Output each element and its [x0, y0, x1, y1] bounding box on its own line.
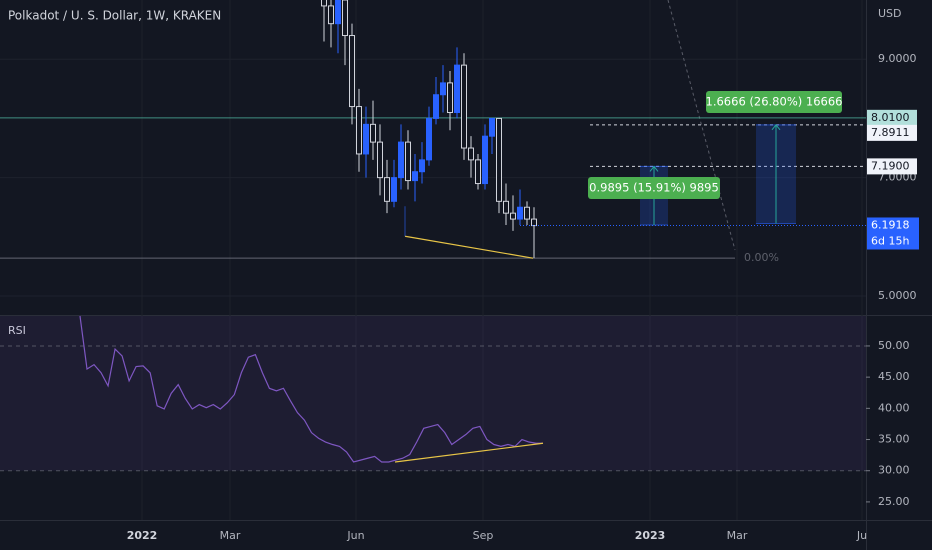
y-tick-label: 9.0000: [878, 52, 917, 65]
candle-body: [398, 141, 404, 179]
candle-body: [510, 212, 516, 220]
candle-body: [475, 159, 481, 185]
candle-body: [363, 123, 369, 155]
rsi-tick-label: 30.00: [878, 464, 910, 477]
candle-body: [391, 177, 397, 202]
level-tag: [867, 109, 917, 126]
trend-line: [667, 0, 736, 251]
candle-body: [356, 106, 362, 155]
rsi-divergence: [394, 442, 544, 463]
last-price-tag: [867, 217, 919, 250]
candle-body: [447, 82, 453, 113]
candle-body: [370, 123, 376, 143]
measure-arrowhead: [649, 165, 659, 172]
candle-body: [349, 35, 355, 108]
candle-body: [524, 206, 530, 220]
candle-body: [405, 141, 411, 182]
candle-body: [342, 0, 348, 37]
measure-label: 0.9895 (15.91%) 9895: [589, 181, 719, 195]
level-tag-label: 8.0100: [871, 111, 910, 124]
candle-body: [496, 117, 502, 202]
rsi-tick-label: 35.00: [878, 433, 910, 446]
x-tick-label: Mar: [727, 529, 748, 542]
candle-body: [328, 5, 334, 25]
candle-body: [321, 0, 327, 7]
measure-label: 1.6666 (26.80%) 16666: [706, 95, 843, 109]
chart-title: Polkadot / U. S. Dollar, 1W, KRAKEN: [8, 9, 221, 23]
measure-label-box: [706, 91, 842, 113]
candle-body: [517, 206, 523, 220]
rsi-tick-label: 25.00: [878, 495, 910, 508]
candle-body: [426, 117, 432, 161]
candle-body: [503, 200, 509, 214]
candle-body: [482, 135, 488, 185]
level-tag-label: 7.8911: [871, 126, 910, 139]
rsi-line: [79, 315, 543, 463]
rsi-tick-label: 45.00: [878, 370, 910, 383]
x-tick-label: Mar: [220, 529, 241, 542]
countdown: 6d 15h: [871, 234, 909, 247]
rsi-label: RSI: [8, 324, 26, 337]
candle-body: [384, 177, 390, 202]
last-price-label: 6.1918: [871, 218, 910, 231]
candle-body: [433, 94, 439, 119]
y-tick-label: 5.0000: [878, 289, 917, 302]
measure-arrowhead: [771, 124, 781, 131]
candle-body: [468, 147, 474, 161]
level-tag: [867, 158, 917, 175]
x-tick-label: Ju: [856, 529, 867, 542]
candle-body: [489, 117, 495, 137]
x-tick-label: 2023: [635, 529, 666, 542]
candle-body: [440, 82, 446, 96]
rsi-band: [0, 316, 866, 471]
rsi-tick-label: 50.00: [878, 339, 910, 352]
price-divergence: [404, 235, 534, 259]
rsi-tick-label: 40.00: [878, 401, 910, 414]
measure-label-box: [588, 177, 720, 199]
candle-body: [419, 159, 425, 173]
candle-body: [377, 141, 383, 179]
x-tick-label: Sep: [473, 529, 494, 542]
level-tag-label: 7.1900: [871, 159, 910, 172]
level-tag: [867, 124, 917, 141]
candle-body: [461, 64, 467, 149]
candle-body: [454, 64, 460, 113]
currency: USD: [878, 7, 902, 20]
x-tick-label: 2022: [127, 529, 158, 542]
fib-label: 0.00%: [744, 251, 779, 264]
x-tick-label: Jun: [346, 529, 364, 542]
candle-body: [412, 171, 418, 182]
candle-body: [531, 218, 537, 227]
candle-body: [335, 0, 341, 25]
